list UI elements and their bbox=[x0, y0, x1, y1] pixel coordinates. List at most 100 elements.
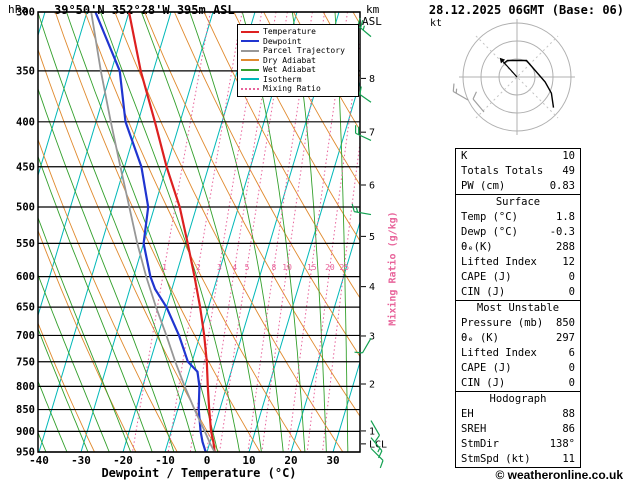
chart-legend: Temperature Dewpoint Parcel Trajectory Dry … bbox=[237, 24, 359, 97]
storm-motion-arrowhead bbox=[499, 57, 506, 64]
pressure-tick-label: 400 bbox=[16, 116, 35, 128]
wind-barb-shaft bbox=[370, 447, 384, 461]
legend-swatch bbox=[241, 68, 259, 71]
hodograph-diagonal bbox=[475, 35, 559, 119]
stats-label: θₑ (K) bbox=[461, 332, 499, 344]
wind-barb-feather bbox=[452, 83, 455, 92]
stats-value: 138° bbox=[549, 438, 575, 450]
altitude-axis-unit-asl: ASL bbox=[362, 15, 382, 28]
hodograph-chart bbox=[452, 19, 575, 135]
wind-barb bbox=[354, 337, 372, 354]
mixing-ratio-value-label: 25 bbox=[339, 263, 349, 272]
wind-barb-half-feather bbox=[377, 447, 381, 453]
pressure-tick-label: 450 bbox=[16, 161, 35, 173]
stats-value: 0 bbox=[568, 362, 575, 374]
pressure-tick-label: 550 bbox=[16, 238, 35, 250]
stats-row: CIN (J) 0 bbox=[456, 285, 580, 300]
pressure-tick-label: 500 bbox=[16, 201, 35, 213]
altitude-axis-unit-km: km bbox=[366, 3, 380, 16]
stats-section-header: Hodograph bbox=[489, 393, 547, 405]
stats-value: 86 bbox=[562, 423, 575, 435]
wind-barb-shaft bbox=[356, 91, 372, 103]
km-tick-label: 3 bbox=[369, 331, 375, 342]
stats-label: Totals Totals bbox=[461, 165, 544, 177]
isotherm-line bbox=[248, 80, 360, 452]
wind-barb-feather bbox=[374, 434, 380, 443]
wind-barb-feather bbox=[354, 351, 363, 354]
temp-tick-label: -20 bbox=[113, 454, 133, 467]
km-tick-label: 6 bbox=[369, 180, 375, 191]
mixing-ratio-line bbox=[261, 12, 326, 452]
legend-item: Isotherm bbox=[241, 75, 355, 85]
legend-swatch bbox=[241, 49, 259, 52]
stats-label: Dewp (°C) bbox=[461, 226, 518, 238]
km-tick-label: 2 bbox=[369, 380, 375, 391]
station-title: 39°50'N 352°28'W 395m ASL bbox=[54, 3, 235, 17]
legend-item: Temperature bbox=[241, 27, 355, 37]
stats-row: Temp (°C) 1.8 bbox=[456, 210, 580, 225]
isotherm-line bbox=[375, 12, 410, 452]
mixing-ratio-line bbox=[219, 12, 288, 452]
stats-row: Pressure (mb) 850 bbox=[456, 316, 580, 331]
pressure-tick-label: 850 bbox=[16, 404, 35, 416]
temp-tick-label: 20 bbox=[284, 454, 297, 467]
stats-section: Most Unstable Pressure (mb) 850 θₑ (K) 297 Li… bbox=[455, 300, 581, 392]
legend-label: Dry Adiabat bbox=[263, 55, 316, 65]
isotherm-line bbox=[0, 12, 3, 452]
legend-label: Mixing Ratio bbox=[263, 84, 321, 94]
stats-value: 10 bbox=[562, 150, 575, 162]
dry-adiabat-line bbox=[263, 12, 360, 186]
dewpoint-curve bbox=[94, 12, 207, 452]
wet-adiabat-line bbox=[38, 380, 68, 452]
stats-value: 11 bbox=[562, 453, 575, 465]
stats-label: θₑ(K) bbox=[461, 241, 493, 253]
legend-item: Dry Adiabat bbox=[241, 56, 355, 66]
wind-barb-shaft bbox=[472, 98, 485, 113]
wind-barb-shaft bbox=[354, 211, 372, 216]
wind-barb bbox=[472, 91, 485, 113]
legend-item: Parcel Trajectory bbox=[241, 46, 355, 56]
stats-label: SREH bbox=[461, 423, 487, 435]
mixing-ratio-value-label: 20 bbox=[325, 263, 335, 272]
km-tick-label: 7 bbox=[369, 128, 375, 139]
hodograph-trace bbox=[503, 59, 555, 108]
isotherm-line bbox=[80, 12, 214, 452]
stats-section-header: Surface bbox=[495, 196, 541, 208]
dry-adiabat-line bbox=[38, 321, 95, 452]
pressure-tick-label: 350 bbox=[16, 65, 35, 77]
stats-section: Surface Temp (°C) 1.8 Dewp (°C) -0.3 θₑ(K) 288… bbox=[455, 194, 581, 301]
wind-barb-feather bbox=[472, 91, 477, 100]
temp-tick-label: 0 bbox=[204, 454, 211, 467]
stats-value: 288 bbox=[556, 241, 575, 253]
legend-item: Mixing Ratio bbox=[241, 84, 355, 94]
temp-tick-label: 30 bbox=[326, 454, 339, 467]
wind-barb-feather bbox=[351, 203, 355, 212]
wind-barb bbox=[452, 83, 469, 101]
pressure-axis-unit: hPa bbox=[8, 3, 28, 16]
legend-item: Dewpoint bbox=[241, 37, 355, 47]
stats-row: StmDir 138° bbox=[456, 437, 580, 452]
stats-row: θₑ (K) 297 bbox=[456, 331, 580, 346]
dry-adiabat-line bbox=[203, 12, 360, 299]
stats-row: Dewp (°C) -0.3 bbox=[456, 225, 580, 240]
isotherm-line bbox=[290, 220, 360, 452]
temp-tick-label: -30 bbox=[71, 454, 91, 467]
legend-label: Parcel Trajectory bbox=[263, 46, 345, 56]
pressure-tick-label: 800 bbox=[16, 381, 35, 393]
mixing-ratio-value-label: 2 bbox=[196, 263, 201, 272]
mixing-ratio-value-label: 8 bbox=[271, 263, 276, 272]
stats-row: θₑ(K) 288 bbox=[456, 240, 580, 255]
wet-adiabat-line bbox=[38, 327, 89, 452]
wind-barb-feather bbox=[359, 86, 362, 95]
dry-adiabat-line bbox=[233, 12, 360, 242]
km-tick-label: 8 bbox=[369, 74, 375, 85]
legend-item: Wet Adiabat bbox=[241, 65, 355, 75]
pressure-tick-label: 950 bbox=[16, 447, 35, 459]
wind-barb-shaft bbox=[361, 337, 372, 354]
stats-label: CIN (J) bbox=[461, 286, 506, 298]
isotherm-line bbox=[38, 12, 130, 318]
wind-barb bbox=[370, 420, 381, 443]
stats-value: 12 bbox=[562, 256, 575, 268]
wind-barb bbox=[354, 125, 372, 141]
stats-table: K 10 Totals Totals 49 PW (cm) 0.83 Surface Temp… bbox=[455, 148, 581, 468]
